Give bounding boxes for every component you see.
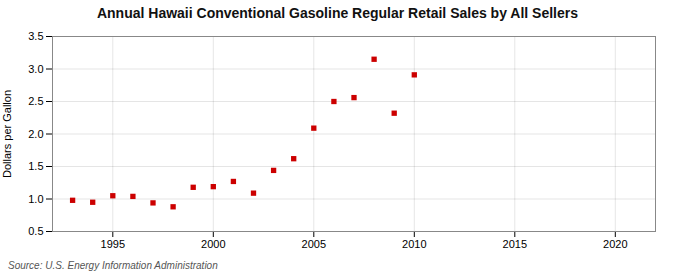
svg-text:2020: 2020 bbox=[603, 238, 627, 250]
svg-text:3.5: 3.5 bbox=[28, 30, 43, 42]
html-text:Annual Hawaii Conventional Gas: Annual Hawaii Conventional Gasoline Regu… bbox=[97, 5, 578, 21]
svg-text:2005: 2005 bbox=[302, 238, 326, 250]
svg-text:2015: 2015 bbox=[503, 238, 527, 250]
svg-text:2000: 2000 bbox=[201, 238, 225, 250]
svg-text:1.5: 1.5 bbox=[28, 160, 43, 172]
svg-text:2010: 2010 bbox=[402, 238, 426, 250]
svg-text:Dollars per Gallon: Dollars per Gallon bbox=[1, 90, 13, 178]
svg-text:2.5: 2.5 bbox=[28, 95, 43, 107]
svg-text:1995: 1995 bbox=[101, 238, 125, 250]
svg-text:3.0: 3.0 bbox=[28, 63, 43, 75]
html-text:Source: U.S. Energy Informatio: Source: U.S. Energy Information Administ… bbox=[8, 260, 218, 271]
svg-text:0.5: 0.5 bbox=[28, 225, 43, 237]
svg-text:1.0: 1.0 bbox=[28, 193, 43, 205]
svg-text:2.0: 2.0 bbox=[28, 128, 43, 140]
